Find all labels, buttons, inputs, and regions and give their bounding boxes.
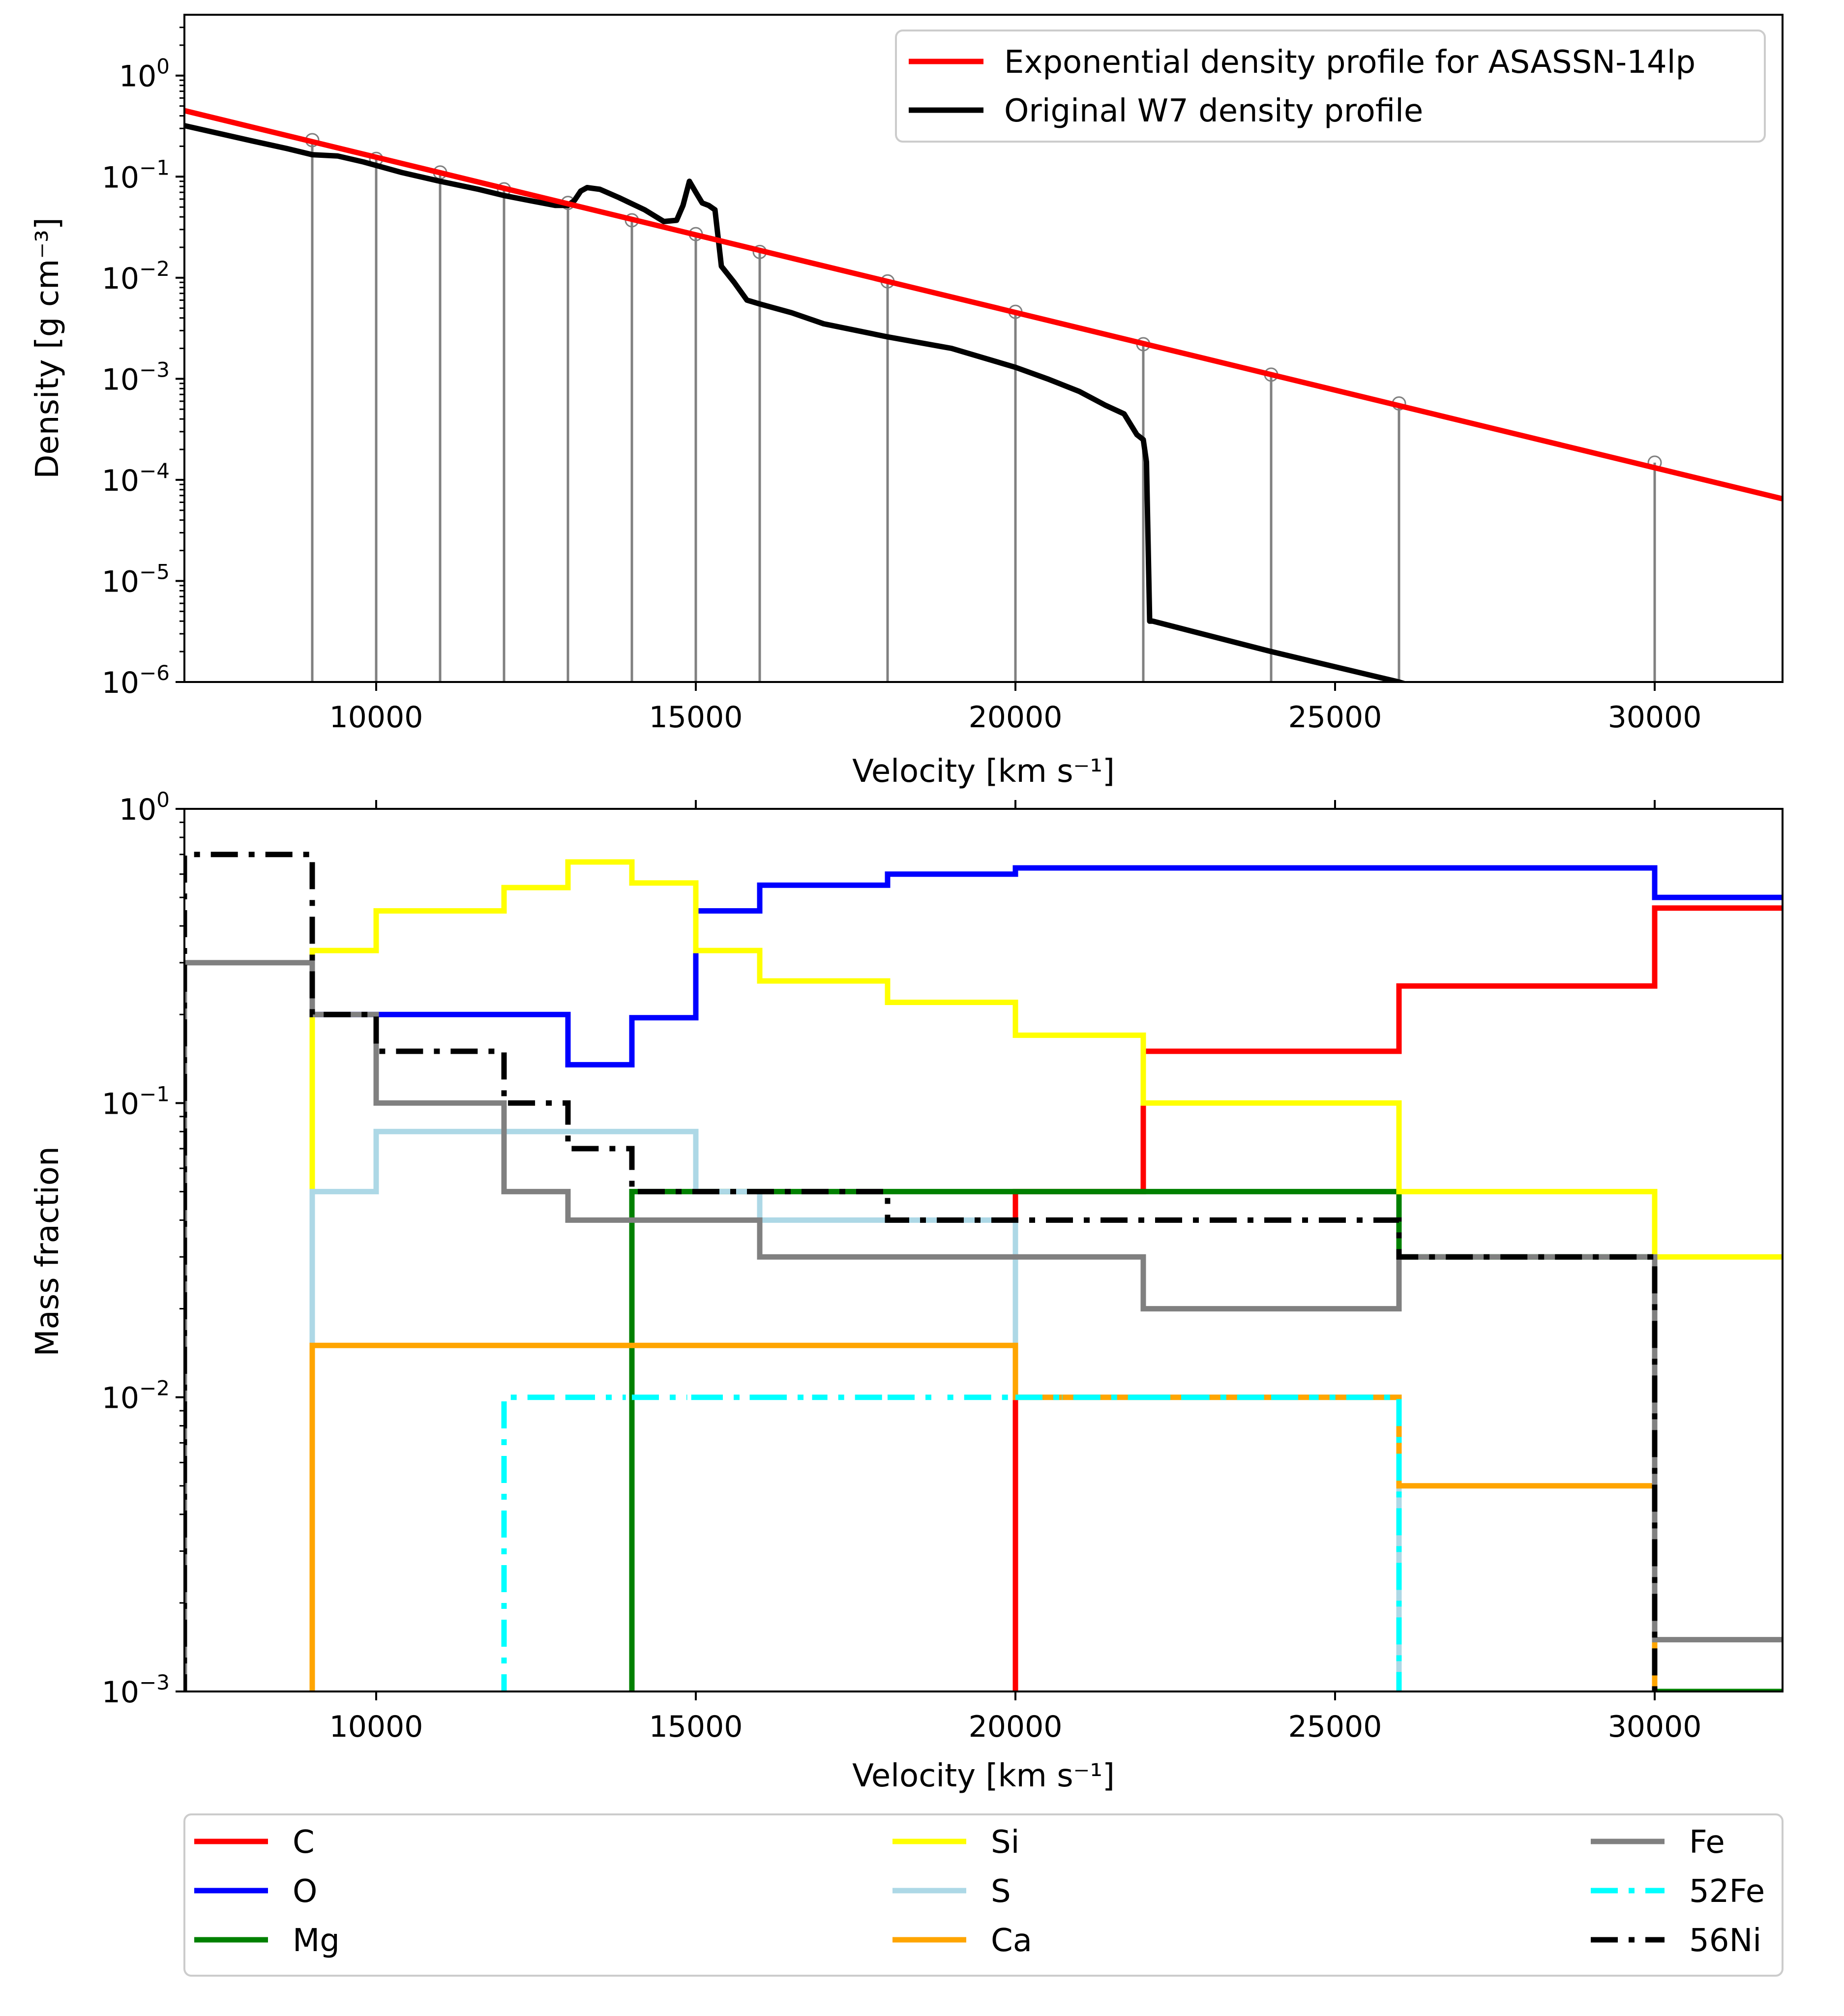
density-y-tick-label: 10−1	[102, 155, 170, 195]
legend-label-mg: Mg	[293, 1923, 340, 1959]
element-legend-box	[183, 1813, 1784, 1977]
density-lines	[184, 108, 1783, 682]
legend-label-si: Si	[991, 1824, 1019, 1861]
legend-label-c: C	[293, 1824, 315, 1861]
mass-fraction-y-tick-label: 10−1	[102, 1082, 170, 1121]
density-x-tick-label: 20000	[969, 700, 1063, 735]
mass-fraction-y-tick-label: 10−3	[102, 1670, 170, 1710]
mass-fraction-x-tick-label: 30000	[1608, 1710, 1702, 1744]
exponential-density-line	[184, 108, 1783, 502]
mass-fraction-x-tick-label: 10000	[329, 1710, 423, 1744]
density-x-tick-label: 15000	[649, 700, 743, 735]
mass-fraction-x-tick-label: 20000	[969, 1710, 1063, 1744]
mass-fraction-line-si	[309, 859, 1783, 1691]
density-x-axis-label: Velocity [km s⁻¹]	[852, 753, 1115, 790]
density-x-tick-label: 10000	[329, 700, 423, 735]
mass-fraction-y-axis-label: Mass fraction	[30, 1146, 66, 1356]
mass-fraction-plot-area	[184, 852, 1783, 1691]
density-x-tick-label: 30000	[1608, 700, 1702, 735]
mass-fraction-panel: 10000 15000 20000 25000 30000 10−310−210−110…	[30, 788, 1784, 1977]
legend-label-w7: Original W7 density profile	[1004, 93, 1423, 129]
density-y-tick-label: 10−6	[102, 661, 170, 700]
legend-label-ca: Ca	[991, 1923, 1032, 1959]
mass-fraction-x-axis-label: Velocity [km s⁻¹]	[852, 1758, 1115, 1794]
mass-fraction-line-fe	[184, 960, 1783, 1691]
legend-label-52fe: 52Fe	[1689, 1873, 1765, 1910]
mass-fraction-x-ticks: 10000 15000 20000 25000 30000	[329, 800, 1702, 1744]
density-plot-area	[184, 108, 1783, 682]
mass-fraction-line-o	[309, 865, 1783, 1691]
legend-label-fe: Fe	[1689, 1824, 1725, 1861]
density-y-tick-label: 10−5	[102, 560, 170, 599]
mass-fraction-x-tick-label: 25000	[1288, 1710, 1382, 1744]
mass-fraction-line-56ni	[184, 852, 1658, 1691]
mass-fraction-x-tick-label: 15000	[649, 1710, 743, 1744]
legend-label-56ni: 56Ni	[1689, 1923, 1761, 1959]
density-panel: 10000 15000 20000 25000 30000 10−610−510−410…	[30, 14, 1784, 790]
legend-label-o: O	[293, 1873, 317, 1910]
density-legend-box	[895, 30, 1766, 143]
legend-label-s: S	[991, 1873, 1011, 1910]
density-y-ticks: 10−6 10−5 10−4 10−3 10−2 10−1 100	[102, 27, 184, 700]
density-y-axis-label: Density [g cm⁻³]	[30, 217, 66, 479]
density-y-tick-label: 10−3	[102, 357, 170, 397]
density-x-ticks: 10000 15000 20000 25000 30000	[329, 682, 1702, 735]
mass-fraction-axes-frame	[183, 808, 1784, 1692]
mass-fraction-line-52fe	[501, 1394, 1402, 1691]
w7-density-line	[184, 123, 1408, 682]
density-legend: Exponential density profile for ASASSN-1…	[895, 30, 1766, 143]
mass-fraction-y-ticks: 10−3 10−2 10−1 100	[102, 788, 184, 1710]
density-x-tick-label: 25000	[1288, 700, 1382, 735]
legend-label-exponential: Exponential density profile for ASASSN-1…	[1004, 44, 1695, 81]
shell-markers	[305, 133, 1662, 682]
density-y-tick-label: 100	[119, 55, 170, 94]
element-legend: CO Mg Si S Ca Fe 52Fe 56Ni	[183, 1813, 1784, 1977]
mass-fraction-y-tick-label: 10−2	[102, 1376, 170, 1416]
density-y-tick-label: 10−4	[102, 459, 170, 498]
mass-fraction-y-tick-label: 100	[119, 788, 170, 827]
density-y-tick-label: 10−2	[102, 257, 170, 296]
